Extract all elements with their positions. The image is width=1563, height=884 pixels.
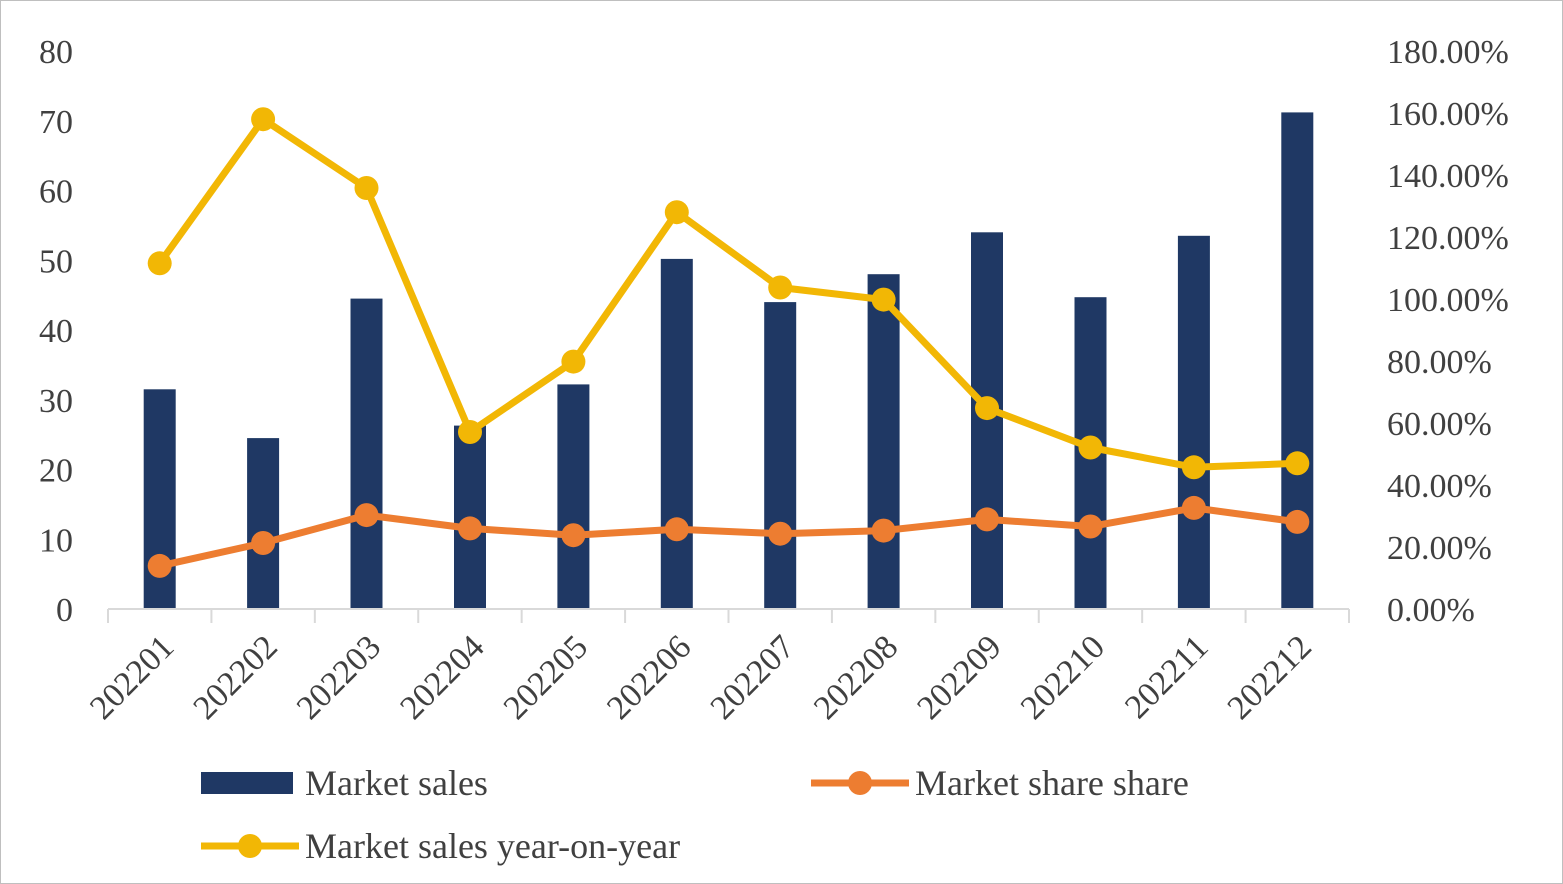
- x-tick-label: 202209: [910, 628, 1008, 726]
- line-point-202202: [251, 107, 276, 132]
- x-tick-label: 202206: [600, 628, 698, 726]
- lines-layer: [147, 107, 1310, 578]
- y-right-tick-label: 60.00%: [1387, 406, 1492, 443]
- x-tick-label: 202203: [290, 628, 388, 726]
- line-point-202201: [147, 251, 172, 276]
- line-point-202204: [458, 420, 482, 444]
- x-tick-label: 202208: [807, 628, 905, 726]
- line-point-202201: [147, 553, 172, 578]
- line-point-202203: [354, 503, 379, 528]
- bar-202208: [867, 274, 900, 609]
- line-point-202202: [251, 531, 276, 555]
- x-tick-label: 202202: [186, 628, 284, 726]
- line-point-202210: [1078, 514, 1103, 539]
- x-tick-label: 202210: [1014, 628, 1112, 726]
- y-right-tick-label: 20.00%: [1387, 530, 1492, 567]
- y-right-tick-label: 100.00%: [1387, 282, 1509, 319]
- y-right-tick-label: 120.00%: [1387, 220, 1509, 257]
- legend-label: Market sales: [305, 763, 488, 803]
- x-tick-label: 202211: [1118, 628, 1215, 725]
- line-point-202205: [561, 349, 586, 374]
- legend-label: Market share share: [915, 763, 1189, 803]
- y-left-tick-label: 10: [39, 522, 73, 559]
- legend-label: Market sales year-on-year: [305, 826, 680, 866]
- y-right-tick-label: 160.00%: [1387, 96, 1509, 133]
- line-point-202208: [871, 287, 896, 312]
- x-tick-label: 202207: [704, 628, 802, 726]
- y-right-tick-label: 40.00%: [1387, 468, 1492, 505]
- y-left-tick-label: 60: [39, 174, 73, 211]
- series-line: [156, 115, 1301, 471]
- x-tick-label: 202205: [497, 628, 595, 726]
- y-right-tick-label: 80.00%: [1387, 344, 1492, 381]
- line-point-202208: [871, 518, 896, 543]
- y-right-tick-label: 180.00%: [1387, 34, 1509, 71]
- bar-202205: [557, 384, 590, 609]
- bar-202203: [350, 298, 383, 609]
- y-left-tick-label: 80: [39, 34, 73, 71]
- y-right-tick-label: 140.00%: [1387, 158, 1509, 195]
- bars-layer: [143, 112, 1314, 610]
- legend: Market sales Market share share Market sal…: [201, 763, 1189, 866]
- line-point-202209: [975, 396, 999, 421]
- line-point-202209: [975, 507, 999, 532]
- bar-202202: [247, 438, 280, 609]
- x-tick-label: 202212: [1221, 628, 1319, 726]
- y-left-tick-label: 40: [39, 313, 73, 350]
- line-point-202210: [1078, 435, 1103, 460]
- line-point-202211: [1181, 495, 1206, 520]
- y-left-tick-label: 50: [39, 243, 73, 280]
- line-point-202206: [664, 517, 689, 542]
- x-tick-label: 202204: [393, 628, 491, 726]
- bar-202209: [971, 232, 1003, 610]
- line-point-202205: [561, 523, 586, 548]
- x-tick-label: 202201: [83, 628, 181, 726]
- line-point-202203: [354, 176, 379, 200]
- bar-202211: [1177, 235, 1210, 610]
- bar-202212: [1281, 112, 1314, 610]
- line-point-202211: [1181, 455, 1206, 480]
- line-point-202204: [458, 516, 482, 541]
- series-line: [156, 504, 1301, 570]
- line-point-202212: [1285, 451, 1310, 476]
- legend-swatch-bar: [201, 772, 293, 794]
- y-left-tick-label: 70: [39, 104, 73, 141]
- y-left-tick-label: 20: [39, 453, 73, 490]
- bar-202206: [660, 258, 693, 609]
- line-point-202212: [1285, 509, 1310, 534]
- line-point-202207: [768, 521, 793, 546]
- legend-swatch-marker: [848, 771, 872, 795]
- y-left-tick-label: 0: [56, 592, 73, 629]
- line-point-202206: [664, 200, 689, 225]
- bar-202207: [764, 302, 797, 609]
- line-point-202207: [768, 275, 793, 300]
- y-right-tick-label: 0.00%: [1387, 592, 1475, 629]
- y-left-tick-label: 30: [39, 383, 73, 420]
- legend-swatch-marker: [238, 834, 262, 858]
